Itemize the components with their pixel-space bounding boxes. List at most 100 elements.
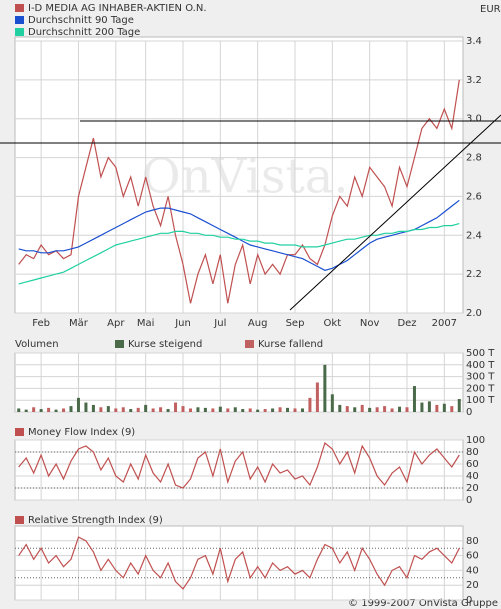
y-tick-label: 60	[466, 459, 479, 470]
panel-title: Relative Strength Index (9)	[28, 515, 163, 526]
volume-bar	[91, 404, 95, 412]
volume-bar	[47, 407, 51, 412]
volume-bar	[330, 394, 334, 412]
y-tick-label: 2.8	[466, 153, 482, 164]
volume-bar	[420, 402, 424, 412]
volume-bar	[457, 399, 461, 412]
volume-bar	[24, 409, 28, 412]
volume-bar	[17, 408, 21, 412]
volume-bar	[99, 407, 103, 412]
x-tick-label: Okt	[324, 318, 342, 329]
volume-bar	[271, 408, 275, 412]
volume-bar	[188, 408, 192, 412]
x-tick-label: Apr	[107, 318, 125, 329]
price-panel	[14, 36, 464, 314]
volume-bar	[338, 404, 342, 412]
volume-bar	[360, 404, 364, 412]
legend-label: Durchschnitt 90 Tage	[28, 15, 134, 26]
series-line	[18, 536, 460, 590]
volume-bar	[32, 407, 36, 412]
y-tick-label: 0	[466, 595, 472, 606]
y-tick-label: 3.2	[466, 75, 482, 86]
y-tick-label: 500 T	[466, 348, 495, 359]
y-tick-label: 0	[466, 495, 472, 506]
x-tick-label: Feb	[32, 318, 50, 329]
legend-swatch	[15, 16, 24, 24]
legend-label: I-D MEDIA AG INHABER-AKTIEN O.N.	[28, 3, 207, 14]
volume-bar	[323, 364, 327, 412]
y-tick-label: 0	[466, 407, 472, 418]
volume-bar	[398, 406, 402, 412]
volume-bar	[174, 402, 178, 412]
y-tick-label: 20	[466, 483, 479, 494]
volume-bar	[278, 407, 282, 412]
volume-bar	[390, 408, 394, 412]
y-tick-label: 40	[466, 565, 479, 576]
series-line	[18, 223, 460, 285]
volume-bar	[383, 406, 387, 412]
volume-bar	[286, 407, 290, 412]
volume-panel	[14, 352, 464, 413]
volume-bar	[211, 408, 215, 412]
trend-line	[289, 114, 501, 311]
volume-bar	[166, 409, 170, 412]
x-tick-label: Mär	[69, 318, 89, 329]
x-tick-label: Dez	[397, 318, 416, 329]
volume-bar	[248, 408, 252, 412]
y-tick-label: 60	[466, 551, 479, 562]
y-tick-label: 200 T	[466, 383, 495, 394]
volume-bar	[129, 409, 133, 412]
y-tick-label: 3.0	[466, 114, 482, 125]
volume-bar	[181, 406, 185, 412]
volume-bar	[39, 409, 43, 412]
footer: © 1999-2007 OnVista Gruppe	[348, 598, 498, 609]
volume-bar	[450, 406, 454, 412]
volume-bar	[159, 407, 163, 412]
volume-bar	[144, 404, 148, 412]
volume-bar	[263, 409, 267, 412]
volume-bar	[345, 406, 349, 412]
volume-bar	[412, 386, 416, 412]
volume-bar	[293, 408, 297, 412]
legend-swatch	[245, 340, 254, 348]
y-tick-label: 100 T	[466, 395, 495, 406]
volume-bar	[442, 403, 446, 412]
x-tick-label: 2007	[432, 318, 457, 329]
volume-bar	[106, 406, 110, 412]
panel-title: Money Flow Index (9)	[28, 427, 135, 438]
y-tick-label: 2.0	[466, 308, 482, 319]
volume-bar	[69, 406, 73, 412]
unit: EUR	[480, 4, 501, 15]
volume-bar	[427, 401, 431, 412]
legend-label: Kurse steigend	[128, 339, 202, 350]
y-tick-label: 400 T	[466, 360, 495, 371]
legend-label: Durchschnitt 200 Tage	[28, 27, 140, 38]
x-tick-label: Jul	[213, 318, 226, 329]
panel-title: Volumen	[15, 339, 59, 350]
volume-bar	[435, 404, 439, 412]
legend-swatch	[15, 516, 24, 524]
y-tick-label: 20	[466, 580, 479, 591]
volume-bar	[233, 407, 237, 412]
volume-bar	[84, 402, 88, 412]
volume-bar	[203, 407, 207, 412]
y-tick-label: 300 T	[466, 372, 495, 383]
volume-bar	[218, 406, 222, 412]
legend-swatch	[15, 4, 24, 12]
volume-bar	[353, 407, 357, 412]
volume-bar	[300, 408, 304, 412]
x-tick-label: Sep	[286, 318, 305, 329]
volume-bar	[315, 382, 319, 412]
volume-bar	[136, 407, 140, 412]
volume-bar	[54, 409, 58, 412]
y-tick-label: 2.2	[466, 269, 482, 280]
volume-bar	[375, 407, 379, 412]
x-tick-label: Aug	[248, 318, 268, 329]
x-tick-label: Nov	[360, 318, 380, 329]
y-tick-label: 80	[466, 536, 479, 547]
legend-swatch	[15, 28, 24, 36]
y-tick-label: 100	[466, 435, 485, 446]
x-tick-label: Mai	[137, 318, 155, 329]
volume-bar	[121, 407, 125, 412]
